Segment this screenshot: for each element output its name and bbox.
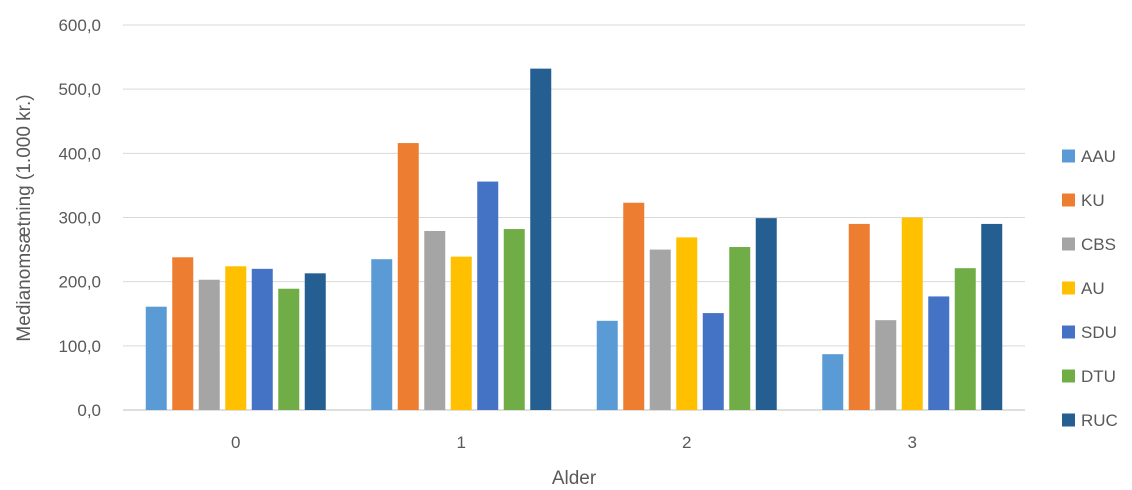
- y-axis-ticks: 0,0 100,0 200,0 300,0 400,0 500,0 600,0: [58, 16, 101, 420]
- bar-aau-2: [596, 320, 618, 410]
- y-tick-label: 400,0: [58, 144, 101, 163]
- legend-swatch: [1062, 413, 1075, 427]
- bar-sdu-2: [702, 313, 724, 410]
- bar-au-2: [676, 237, 698, 410]
- legend-label: RUC: [1081, 411, 1118, 430]
- bar-cbs-3: [875, 320, 897, 410]
- y-tick-label: 200,0: [58, 273, 101, 292]
- bar-sdu-3: [928, 296, 950, 410]
- legend-item-dtu: DTU: [1062, 367, 1116, 386]
- legend-item-ruc: RUC: [1062, 411, 1118, 430]
- legend-label: SDU: [1081, 323, 1117, 342]
- x-tick-label: 2: [682, 433, 691, 452]
- y-axis-title: Medianomsætning (1.000 kr.): [14, 94, 35, 341]
- x-axis-ticks: 0 1 2 3: [231, 433, 917, 452]
- bar-dtu-2: [729, 247, 751, 410]
- bar-ruc-1: [530, 68, 552, 410]
- legend-swatch: [1062, 193, 1075, 207]
- legend-swatch: [1062, 149, 1075, 163]
- legend-swatch: [1062, 237, 1075, 251]
- bar-au-3: [901, 217, 923, 410]
- bar-ruc-2: [755, 218, 777, 410]
- bars: [145, 68, 1003, 411]
- bar-ruc-0: [304, 273, 326, 410]
- bar-dtu-0: [278, 288, 300, 410]
- bar-ruc-3: [981, 223, 1003, 410]
- legend-swatch: [1062, 325, 1075, 339]
- y-tick-label: 300,0: [58, 209, 101, 228]
- legend-label: DTU: [1081, 367, 1116, 386]
- bar-ku-1: [397, 143, 419, 411]
- legend-item-cbs: CBS: [1062, 235, 1116, 254]
- y-tick-label: 500,0: [58, 80, 101, 99]
- legend-label: KU: [1081, 191, 1105, 210]
- legend-label: AU: [1081, 279, 1105, 298]
- legend: AAU KU CBS AU SDU DTU RUC: [1062, 147, 1118, 430]
- gridlines: [123, 24, 1025, 411]
- x-tick-label: 0: [231, 433, 240, 452]
- bar-cbs-0: [198, 279, 220, 410]
- bar-au-0: [225, 266, 247, 410]
- legend-item-aau: AAU: [1062, 147, 1116, 166]
- bar-aau-1: [371, 259, 393, 410]
- bar-sdu-1: [477, 181, 499, 410]
- bar-cbs-2: [649, 249, 671, 410]
- x-tick-label: 3: [908, 433, 917, 452]
- y-tick-label: 0,0: [77, 401, 101, 420]
- bar-aau-0: [145, 306, 167, 410]
- legend-item-sdu: SDU: [1062, 323, 1117, 342]
- x-axis-title: Alder: [552, 468, 597, 489]
- bar-au-1: [450, 256, 472, 410]
- bar-aau-3: [822, 354, 844, 410]
- x-tick-label: 1: [457, 433, 466, 452]
- y-tick-label: 100,0: [58, 337, 101, 356]
- bar-cbs-1: [424, 230, 446, 410]
- bar-ku-2: [623, 202, 645, 410]
- bar-ku-3: [848, 223, 870, 410]
- y-tick-label: 600,0: [58, 16, 101, 35]
- legend-swatch: [1062, 369, 1075, 383]
- bar-ku-0: [172, 257, 194, 410]
- bar-dtu-3: [954, 268, 976, 410]
- legend-item-ku: KU: [1062, 191, 1105, 210]
- legend-swatch: [1062, 281, 1075, 295]
- legend-item-au: AU: [1062, 279, 1105, 298]
- bar-dtu-1: [503, 229, 525, 410]
- legend-label: CBS: [1081, 235, 1116, 254]
- bar-sdu-0: [251, 268, 273, 410]
- legend-label: AAU: [1081, 147, 1116, 166]
